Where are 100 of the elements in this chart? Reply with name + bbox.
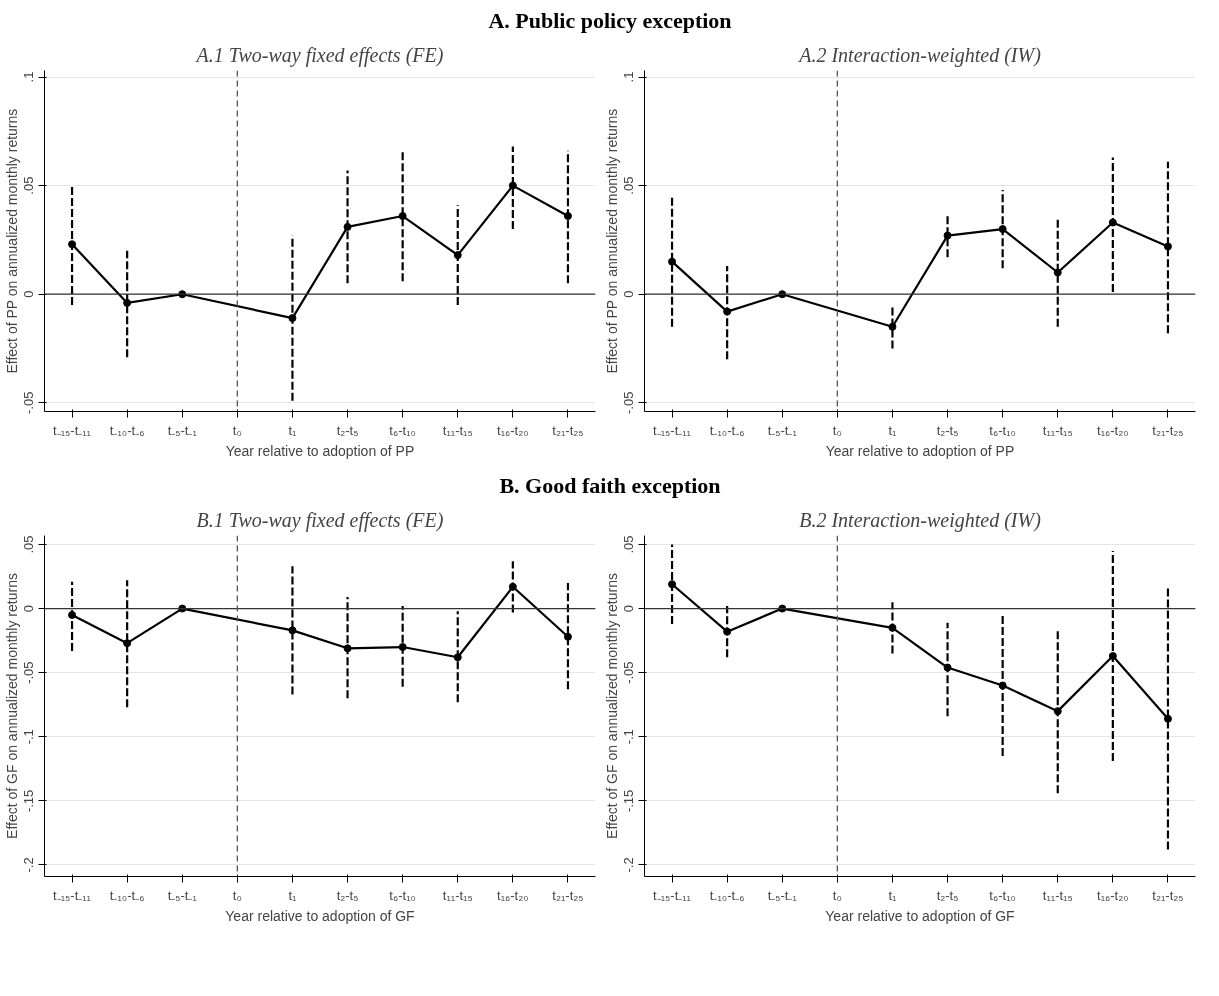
point: [123, 639, 132, 648]
x-tick-label: t₋₅-t₋₁: [167, 422, 198, 438]
x-tick-label: t₀: [832, 422, 842, 438]
x-tick-label: t₆-t₁₀: [389, 422, 416, 438]
y-tick-label: .1: [621, 71, 637, 83]
x-axis-title: Year relative to adoption of GF: [225, 907, 415, 924]
point: [453, 653, 462, 662]
y-tick-label: -.2: [21, 857, 37, 873]
point: [998, 225, 1007, 234]
point: [343, 222, 352, 231]
y-tick-label: 0: [621, 290, 637, 298]
x-tick-label: t₂₁-t₂₅: [552, 887, 584, 903]
x-tick-label: t₀: [232, 887, 242, 903]
x-tick-label: t₋₁₀-t₋₆: [109, 887, 145, 903]
x-tick-label: t₁: [288, 887, 298, 903]
y-tick-label: .1: [21, 71, 37, 83]
chart-title: A.2 Interaction-weighted (IW): [797, 43, 1042, 67]
y-axis-title: Effect of GF on annualized monthly returns: [3, 573, 20, 839]
x-tick-label: t₆-t₁₀: [989, 422, 1016, 438]
y-axis-title: Effect of GF on annualized monthly returns: [603, 573, 620, 839]
point: [888, 623, 897, 632]
point: [288, 314, 297, 323]
point: [1053, 707, 1062, 716]
x-tick-label: t₁₁-t₁₅: [1042, 887, 1073, 903]
x-tick-label: t₁₆-t₂₀: [497, 887, 529, 903]
x-tick-label: t₋₁₅-t₋₁₁: [53, 887, 92, 903]
y-tick-label: 0: [621, 604, 637, 613]
point: [123, 298, 132, 307]
x-tick-label: t₂-t₅: [336, 422, 359, 438]
chart-title: A.1 Two-way fixed effects (FE): [194, 43, 444, 67]
y-tick-label: -.1: [21, 729, 37, 745]
point: [1163, 242, 1172, 251]
x-tick-label: t₋₁₅-t₋₁₁: [653, 422, 692, 438]
point: [723, 627, 732, 636]
y-tick-label: -.05: [621, 661, 637, 684]
y-tick-label: -.05: [21, 661, 37, 684]
point: [563, 632, 572, 641]
x-tick-label: t₁: [888, 422, 898, 438]
point: [723, 307, 732, 316]
y-tick-label: .05: [21, 176, 37, 195]
x-tick-label: t₋₁₀-t₋₆: [109, 422, 145, 438]
y-tick-label: -.1: [621, 729, 637, 745]
x-tick-label: t₁: [888, 887, 898, 903]
x-axis-title: Year relative to adoption of PP: [825, 442, 1015, 459]
x-tick-label: t₂-t₅: [936, 887, 959, 903]
y-axis-title: Effect of PP on annualized monthly returns: [603, 108, 620, 374]
y-tick-label: -.15: [621, 789, 637, 813]
x-axis-title: Year relative to adoption of GF: [825, 907, 1015, 924]
text: A. Public policy exception: [488, 7, 732, 35]
chart-title: B.1 Two-way fixed effects (FE): [196, 508, 444, 532]
y-tick-label: -.05: [621, 391, 637, 415]
chart-title: B.2 Interaction-weighted (IW): [799, 508, 1042, 532]
x-tick-label: t₋₁₅-t₋₁₁: [653, 887, 692, 903]
x-tick-label: t₀: [232, 422, 242, 438]
y-tick-label: .05: [621, 176, 637, 195]
x-tick-label: t₂-t₅: [336, 887, 359, 903]
point: [453, 251, 462, 260]
x-tick-label: t₁: [288, 422, 298, 438]
x-tick-label: t₋₅-t₋₁: [767, 422, 798, 438]
x-tick-label: t₋₅-t₋₁: [767, 887, 798, 903]
point: [1108, 218, 1117, 227]
x-tick-label: t₁₆-t₂₀: [1097, 887, 1129, 903]
x-tick-label: t₁₆-t₂₀: [1097, 422, 1129, 438]
point: [398, 212, 407, 221]
point: [1053, 268, 1062, 277]
x-tick-label: t₋₁₀-t₋₆: [709, 422, 745, 438]
point: [668, 580, 677, 589]
x-tick-label: t₂₁-t₂₅: [1152, 887, 1184, 903]
y-tick-label: 0: [21, 604, 37, 613]
x-tick-label: t₁₁-t₁₅: [1042, 422, 1073, 438]
point: [68, 240, 77, 249]
point: [508, 582, 517, 591]
point: [998, 681, 1007, 690]
point: [943, 663, 952, 672]
y-tick-label: -.05: [21, 391, 37, 415]
x-tick-label: t₂₁-t₂₅: [1152, 422, 1184, 438]
x-tick-label: t₋₁₀-t₋₆: [709, 887, 745, 903]
point: [1163, 714, 1172, 723]
point: [68, 610, 77, 619]
point: [563, 212, 572, 221]
point: [1108, 652, 1117, 660]
y-tick-label: .05: [21, 535, 37, 554]
point: [508, 181, 517, 190]
x-axis-title: Year relative to adoption of PP: [225, 442, 415, 459]
y-tick-label: .05: [621, 535, 637, 554]
y-tick-label: 0: [21, 290, 37, 298]
x-tick-label: t₁₁-t₁₅: [442, 887, 473, 903]
x-tick-label: t₋₅-t₋₁: [167, 887, 198, 903]
y-tick-label: -.15: [21, 789, 37, 813]
point: [398, 643, 407, 652]
text: B. Good faith exception: [499, 472, 721, 500]
x-tick-label: t₋₁₅-t₋₁₁: [53, 422, 92, 438]
point: [288, 626, 297, 635]
x-tick-label: t₆-t₁₀: [389, 887, 416, 903]
y-axis-title: Effect of PP on annualized monthly returns: [3, 108, 20, 374]
point: [888, 322, 897, 331]
point: [668, 257, 677, 266]
x-tick-label: t₁₁-t₁₅: [442, 422, 473, 438]
y-tick-label: -.2: [621, 857, 637, 873]
x-tick-label: t₂-t₅: [936, 422, 959, 438]
